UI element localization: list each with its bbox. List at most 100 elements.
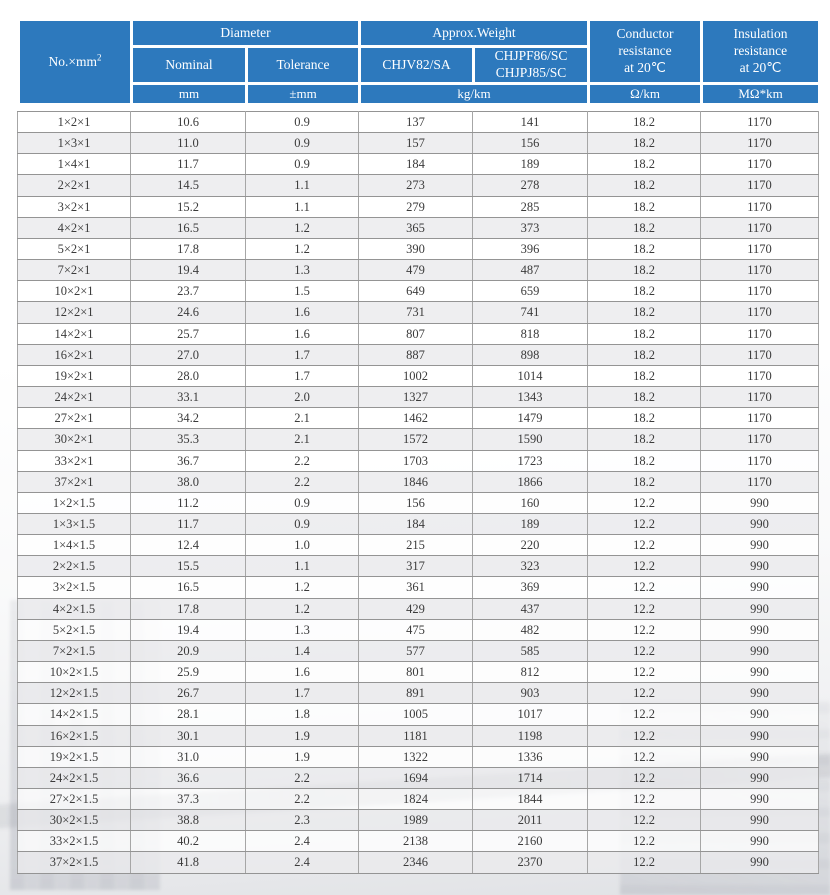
cell-weight-chjv82: 1462 [358, 407, 473, 430]
cell-tolerance: 2.1 [245, 428, 359, 451]
header-spec-superscript: 2 [97, 52, 102, 63]
table-row: 1×3×1 11.0 0.9 157 156 18.2 1170 [17, 132, 819, 155]
cell-conductor-resistance: 18.2 [587, 322, 701, 345]
header-tolerance: Tolerance [244, 45, 362, 85]
cell-tolerance: 0.9 [245, 110, 359, 134]
cell-weight-chjpf86: 1714 [472, 766, 588, 790]
cell-weight-chjpf86: 156 [472, 132, 588, 155]
cell-tolerance: 1.2 [245, 576, 359, 599]
cell-tolerance: 1.9 [245, 724, 359, 747]
cell-weight-chjv82: 137 [358, 110, 473, 134]
cell-weight-chjpf86: 189 [472, 153, 588, 176]
cell-spec: 10×2×1.5 [17, 661, 131, 684]
cell-conductor-resistance: 18.2 [587, 174, 701, 197]
cell-weight-chjv82: 390 [358, 237, 473, 261]
cell-conductor-resistance: 18.2 [587, 110, 701, 134]
cell-weight-chjv82: 157 [358, 132, 473, 155]
cell-conductor-resistance: 12.2 [587, 809, 701, 832]
cell-spec: 1×2×1.5 [17, 491, 131, 514]
table-row: 1×2×1.5 11.2 0.9 156 160 12.2 990 [17, 491, 819, 514]
cell-weight-chjv82: 649 [358, 280, 473, 303]
cell-weight-chjpf86: 1014 [472, 364, 588, 388]
cell-conductor-resistance: 12.2 [587, 682, 701, 705]
cell-tolerance: 0.9 [245, 512, 359, 536]
cell-insulation-resistance: 990 [700, 534, 819, 557]
cell-spec: 1×3×1.5 [17, 512, 131, 536]
cell-tolerance: 0.9 [245, 491, 359, 514]
cell-insulation-resistance: 990 [700, 555, 819, 578]
table-row: 16×2×1 27.0 1.7 887 898 18.2 1170 [17, 343, 819, 366]
cell-conductor-resistance: 18.2 [587, 343, 701, 366]
header-chjpf86: CHJPF86/SC CHJPJ85/SC [472, 45, 591, 85]
table-row: 37×2×1 38.0 2.2 1846 1866 18.2 1170 [17, 470, 819, 493]
cell-insulation-resistance: 990 [700, 851, 819, 874]
cell-conductor-resistance: 12.2 [587, 745, 701, 768]
cell-weight-chjpf86: 2370 [472, 851, 588, 874]
cell-conductor-resistance: 18.2 [587, 386, 701, 409]
header-approx-weight: Approx.Weight [358, 18, 591, 48]
cell-spec: 4×2×1.5 [17, 597, 131, 620]
table-row: 24×2×1 33.1 2.0 1327 1343 18.2 1170 [17, 386, 819, 409]
header-chjv82: CHJV82/SA [358, 45, 476, 85]
cell-insulation-resistance: 1170 [700, 237, 819, 261]
cell-weight-chjv82: 1005 [358, 703, 473, 726]
cell-weight-chjpf86: 278 [472, 174, 588, 197]
cell-weight-chjpf86: 1343 [472, 386, 588, 409]
unit-mm: mm [130, 82, 248, 106]
cell-tolerance: 1.7 [245, 343, 359, 366]
cell-tolerance: 1.2 [245, 237, 359, 261]
cell-insulation-resistance: 990 [700, 491, 819, 514]
cell-nominal: 40.2 [130, 830, 246, 853]
cell-nominal: 25.9 [130, 661, 246, 684]
table-row: 5×2×1 17.8 1.2 390 396 18.2 1170 [17, 237, 819, 261]
cell-conductor-resistance: 18.2 [587, 301, 701, 324]
cell-tolerance: 1.1 [245, 195, 359, 218]
cell-weight-chjpf86: 2011 [472, 809, 588, 832]
cell-nominal: 14.5 [130, 174, 246, 197]
cell-insulation-resistance: 990 [700, 766, 819, 790]
cell-insulation-resistance: 990 [700, 512, 819, 536]
cell-conductor-resistance: 12.2 [587, 555, 701, 578]
cell-spec: 12×2×1.5 [17, 682, 131, 705]
cell-nominal: 17.8 [130, 597, 246, 620]
table-row: 30×2×1.5 38.8 2.3 1989 2011 12.2 990 [17, 809, 819, 832]
cell-tolerance: 2.2 [245, 449, 359, 472]
cell-nominal: 38.0 [130, 470, 246, 493]
cell-weight-chjpf86: 2160 [472, 830, 588, 853]
table-row: 2×2×1 14.5 1.1 273 278 18.2 1170 [17, 174, 819, 197]
cell-weight-chjpf86: 1017 [472, 703, 588, 726]
cell-weight-chjpf86: 437 [472, 597, 588, 620]
cell-conductor-resistance: 12.2 [587, 830, 701, 853]
unit-conductor: Ω/km [587, 82, 704, 106]
cell-weight-chjv82: 891 [358, 682, 473, 705]
cell-conductor-resistance: 12.2 [587, 851, 701, 874]
header-spec-label: No.×mm [48, 53, 98, 69]
cell-spec: 7×2×1.5 [17, 639, 131, 663]
cell-spec: 33×2×1 [17, 449, 131, 472]
table-row: 14×2×1 25.7 1.6 807 818 18.2 1170 [17, 322, 819, 345]
cell-weight-chjpf86: 1590 [472, 428, 588, 451]
cell-conductor-resistance: 18.2 [587, 428, 701, 451]
table-row: 27×2×1.5 37.3 2.2 1824 1844 12.2 990 [17, 787, 819, 811]
cell-spec: 30×2×1 [17, 428, 131, 451]
cell-weight-chjpf86: 189 [472, 512, 588, 536]
cell-nominal: 19.4 [130, 618, 246, 641]
cell-weight-chjv82: 365 [358, 216, 473, 239]
cell-tolerance: 2.4 [245, 851, 359, 874]
table-row: 5×2×1.5 19.4 1.3 475 482 12.2 990 [17, 618, 819, 641]
cell-spec: 5×2×1 [17, 237, 131, 261]
cell-insulation-resistance: 990 [700, 639, 819, 663]
table-row: 12×2×1 24.6 1.6 731 741 18.2 1170 [17, 301, 819, 324]
unit-insulation: MΩ*km [700, 82, 822, 106]
cell-weight-chjpf86: 585 [472, 639, 588, 663]
cell-insulation-resistance: 1170 [700, 322, 819, 345]
cell-weight-chjpf86: 285 [472, 195, 588, 218]
table-row: 33×2×1 36.7 2.2 1703 1723 18.2 1170 [17, 449, 819, 472]
cell-nominal: 17.8 [130, 237, 246, 261]
table-row: 12×2×1.5 26.7 1.7 891 903 12.2 990 [17, 682, 819, 705]
table-row: 4×2×1.5 17.8 1.2 429 437 12.2 990 [17, 597, 819, 620]
cell-nominal: 26.7 [130, 682, 246, 705]
table-row: 1×4×1.5 12.4 1.0 215 220 12.2 990 [17, 534, 819, 557]
cell-weight-chjv82: 317 [358, 555, 473, 578]
